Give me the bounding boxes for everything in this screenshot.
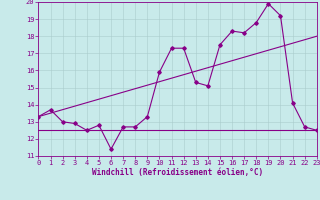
X-axis label: Windchill (Refroidissement éolien,°C): Windchill (Refroidissement éolien,°C)	[92, 168, 263, 177]
